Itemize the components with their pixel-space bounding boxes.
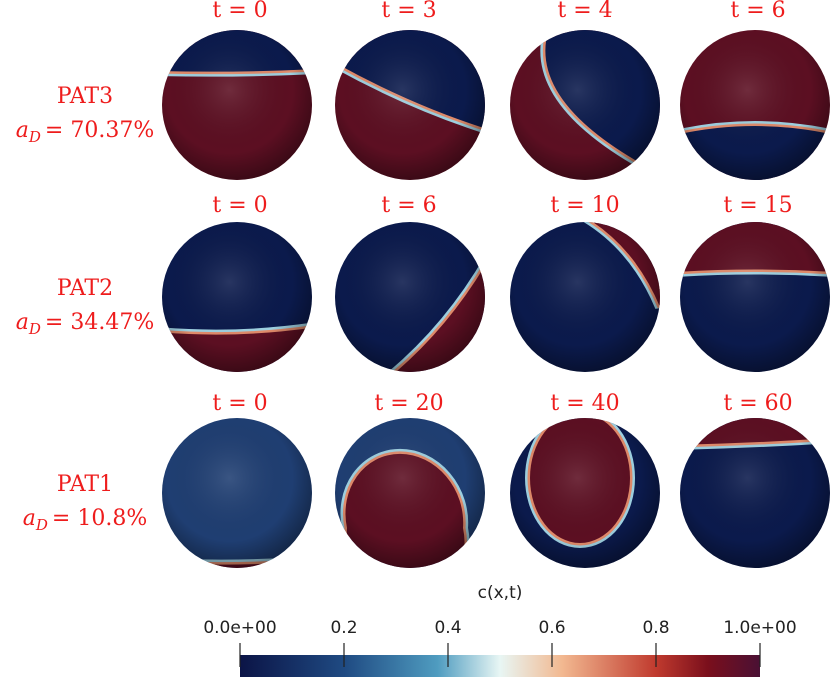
area-label: aD= 34.47%: [16, 310, 154, 338]
colorbar: [240, 655, 760, 677]
sphere: [330, 25, 490, 185]
sphere-shade: [680, 222, 830, 372]
sphere-shade: [510, 222, 660, 372]
page: c(x,t) PAT3aD= 70.37%t = 0t = 3t = 4t = …: [0, 0, 830, 679]
colorbar-tick-label: 0.8: [642, 618, 669, 638]
time-label: t = 6: [381, 193, 436, 218]
sphere: [157, 217, 317, 377]
sphere-shade: [335, 222, 485, 372]
time-label: t = 40: [550, 391, 619, 416]
time-label: t = 6: [730, 0, 785, 23]
time-label: t = 0: [212, 391, 267, 416]
time-label: t = 60: [723, 391, 792, 416]
colorbar-title: c(x,t): [478, 583, 523, 603]
area-subscript: D: [28, 320, 41, 338]
area-subscript: D: [28, 128, 41, 146]
sphere-shade: [162, 222, 312, 372]
colorbar-tick-label: 0.0e+00: [203, 618, 276, 638]
sphere: [157, 25, 317, 185]
row-name: PAT1: [57, 472, 113, 497]
sphere-shade: [510, 30, 660, 180]
sphere-shade: [335, 418, 485, 568]
sphere-shade: [162, 30, 312, 180]
time-label: t = 15: [723, 193, 792, 218]
sphere: [675, 25, 830, 185]
figure: c(x,t) PAT3aD= 70.37%t = 0t = 3t = 4t = …: [0, 0, 830, 679]
sphere-shade: [680, 30, 830, 180]
sphere-shade: [335, 30, 485, 180]
time-label: t = 3: [381, 0, 436, 23]
sphere: [330, 217, 490, 377]
sphere: [505, 25, 665, 185]
sphere-shade: [510, 418, 660, 568]
sphere: [675, 217, 830, 377]
area-symbol: a: [23, 506, 36, 531]
time-label: t = 0: [212, 0, 267, 23]
colorbar-tick-label: 0.2: [330, 618, 357, 638]
area-value: = 70.37%: [45, 118, 154, 143]
row-name: PAT3: [57, 84, 113, 109]
row-name: PAT2: [57, 276, 113, 301]
sphere: [330, 413, 490, 602]
colorbar-tick-label: 1.0e+00: [723, 618, 796, 638]
colorbar-tick-label: 0.4: [434, 618, 461, 638]
area-value: = 34.47%: [45, 310, 154, 335]
area-label: aD= 10.8%: [23, 506, 147, 534]
area-value: = 10.8%: [52, 506, 147, 531]
sphere: [675, 413, 830, 573]
sphere: [157, 413, 317, 573]
sphere-shade: [162, 418, 312, 568]
sphere: [505, 217, 665, 377]
time-label: t = 20: [374, 391, 443, 416]
time-label: t = 4: [557, 0, 612, 23]
area-label: aD= 70.37%: [16, 118, 154, 146]
sphere: [505, 413, 665, 573]
area-symbol: a: [16, 310, 29, 335]
time-label: t = 10: [550, 193, 619, 218]
area-subscript: D: [35, 516, 48, 534]
area-symbol: a: [16, 118, 29, 143]
time-label: t = 0: [212, 193, 267, 218]
colorbar-tick-label: 0.6: [538, 618, 565, 638]
sphere-shade: [680, 418, 830, 568]
